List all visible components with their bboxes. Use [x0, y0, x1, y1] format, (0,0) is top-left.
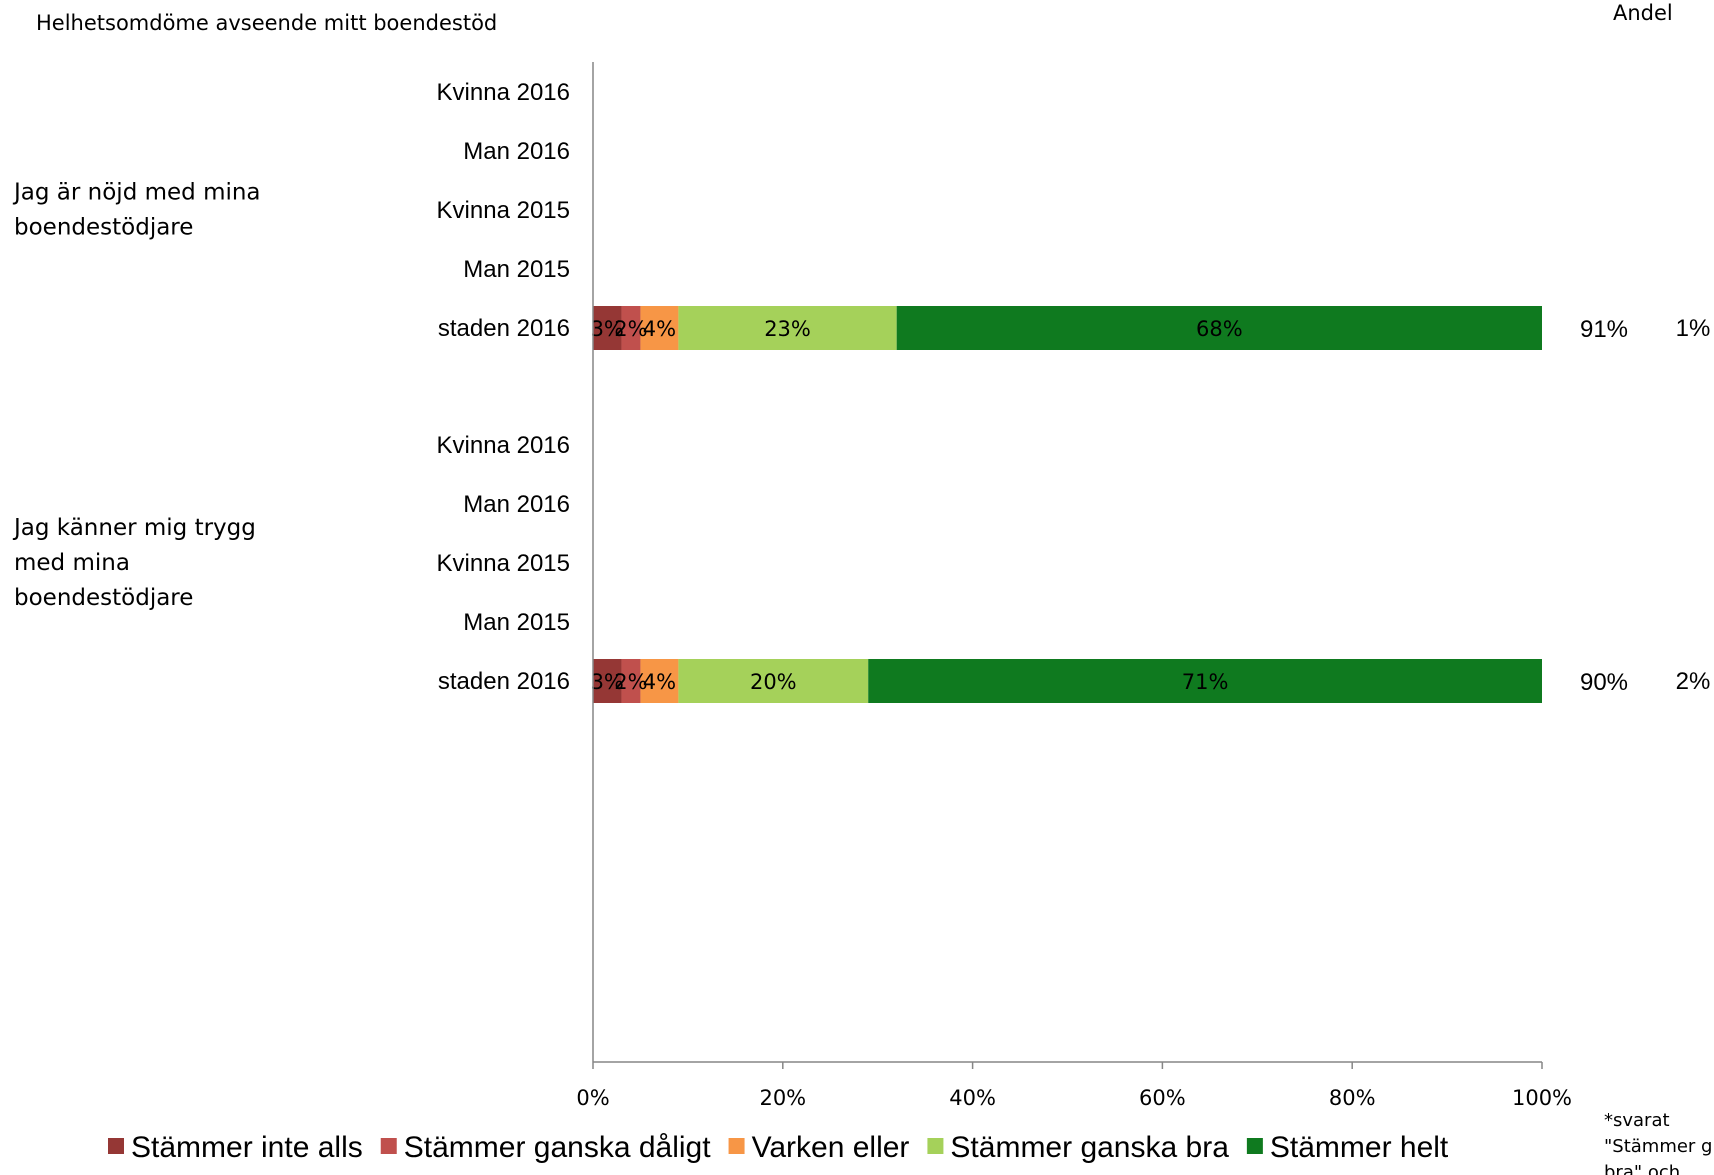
legend: Stämmer inte alls Stämmer ganska dåligt Va… [108, 1131, 1449, 1164]
legend-label: Stämmer ganska bra [950, 1131, 1229, 1164]
row-label: Man 2016 [463, 138, 570, 165]
bars: 3%2%4% 23% 68% 91% 1%3%2%4% 20% 71% 90% 2% [591, 306, 1711, 703]
bar-value-label: 2% [614, 670, 647, 694]
legend-swatch [108, 1138, 124, 1154]
legend-swatch [728, 1138, 745, 1154]
bar-value-label: 4% [643, 317, 676, 341]
group-labels: Jag är nöjd med mina boendestödjare Jag kä… [12, 180, 261, 612]
andel-header: Andel [1613, 1, 1673, 25]
bar-value-label: 68% [1196, 317, 1243, 341]
legend-label: Varken eller [752, 1131, 910, 1164]
group-label: Jag känner mig trygg [12, 515, 256, 541]
legend-label: Stämmer ganska dåligt [404, 1131, 711, 1164]
bar-value-label: 23% [764, 317, 811, 341]
bar-value-label: 3% [591, 670, 624, 694]
x-tick-label: 0% [576, 1086, 609, 1110]
extra-value: 1% [1676, 315, 1711, 342]
x-tick-label: 40% [949, 1086, 996, 1110]
group-label: med mina [14, 550, 130, 576]
footnote-line: "Stämmer g [1604, 1136, 1712, 1157]
legend-label: Stämmer inte alls [131, 1131, 363, 1164]
x-axis: 0% 20% 40% 60% 80% 100% [576, 62, 1572, 1110]
bar-value-label: 20% [750, 670, 797, 694]
bar-value-label: 71% [1182, 670, 1229, 694]
extra-value: 2% [1676, 668, 1711, 695]
bar-segment [678, 659, 869, 703]
row-label: Man 2016 [463, 491, 570, 518]
bar-value-label: 4% [643, 670, 676, 694]
x-tick-label: 60% [1139, 1086, 1186, 1110]
row-label: Kvinna 2016 [437, 432, 570, 459]
row-label: Kvinna 2015 [437, 550, 570, 577]
footnote-line: *svarat [1604, 1110, 1670, 1131]
bar-value-label: 3% [591, 317, 624, 341]
chart-title: Helhetsomdöme avseende mitt boendestöd [36, 11, 497, 35]
x-tick-label: 80% [1329, 1086, 1376, 1110]
legend-swatch [380, 1138, 397, 1154]
row-label: staden 2016 [438, 668, 570, 695]
legend-swatch [927, 1138, 944, 1154]
x-tick-label: 20% [759, 1086, 806, 1110]
row-labels: Kvinna 2016 Man 2016 Kvinna 2015 Man 2015 st… [437, 79, 570, 695]
footnote: *svarat "Stämmer g bra" och [1604, 1110, 1712, 1175]
bar-segment [593, 306, 622, 350]
row-label: Kvinna 2016 [437, 79, 570, 106]
bar-segment [868, 659, 1542, 703]
row-label: Kvinna 2015 [437, 197, 570, 224]
group-label: boendestödjare [14, 585, 193, 611]
bar-segment [640, 659, 679, 703]
bar-value-label: 2% [614, 317, 647, 341]
bar-segment [640, 306, 679, 350]
row-label: staden 2016 [438, 315, 570, 342]
bar-segment [678, 306, 897, 350]
row-label: Man 2015 [463, 256, 570, 283]
row-label: Man 2015 [463, 609, 570, 636]
legend-swatch [1246, 1138, 1263, 1154]
bar-segment [593, 659, 622, 703]
bar-segment [621, 306, 641, 350]
footnote-line: bra" och [1604, 1162, 1680, 1175]
legend-label: Stämmer helt [1270, 1131, 1449, 1164]
andel-value: 90% [1580, 669, 1628, 696]
group-label: boendestödjare [14, 215, 193, 241]
group-label: Jag är nöjd med mina [12, 180, 261, 206]
bar-segment [896, 306, 1542, 350]
bar-segment [621, 659, 641, 703]
x-tick-label: 100% [1512, 1086, 1572, 1110]
andel-value: 91% [1580, 316, 1628, 343]
